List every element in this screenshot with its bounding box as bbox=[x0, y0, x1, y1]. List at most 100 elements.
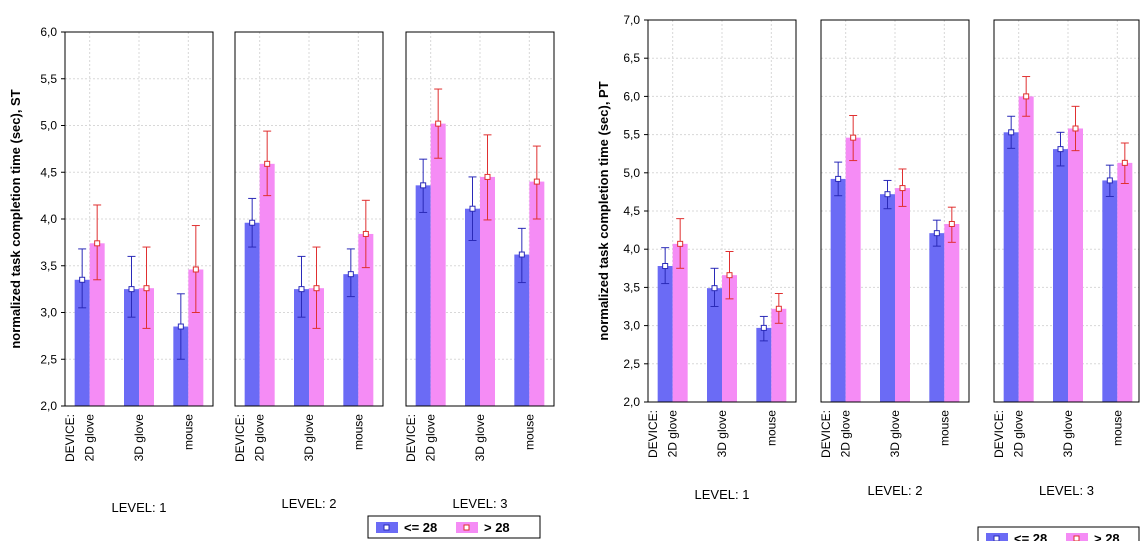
legend-label-gt28: > 28 bbox=[1094, 531, 1120, 541]
y-tick-label: 4,5 bbox=[40, 165, 57, 179]
legend-marker-le28 bbox=[383, 524, 390, 531]
y-tick-label: 6,0 bbox=[623, 89, 640, 103]
bar-le28 bbox=[124, 289, 139, 406]
mean-marker bbox=[518, 251, 525, 258]
device-label: DEVICE: bbox=[63, 414, 77, 462]
bar-gt28 bbox=[188, 269, 204, 406]
y-tick-label: 5,0 bbox=[623, 166, 640, 180]
mean-marker bbox=[677, 240, 684, 247]
bar-le28 bbox=[929, 233, 945, 402]
panel-frame bbox=[405, 31, 555, 407]
mean-marker bbox=[94, 240, 101, 247]
panel-frame bbox=[993, 19, 1140, 403]
bar-gt28 bbox=[259, 163, 275, 406]
legend-marker-gt28 bbox=[1073, 535, 1080, 542]
bar-le28 bbox=[74, 279, 90, 406]
x-tick-label: mouse bbox=[937, 410, 951, 446]
bar-le28 bbox=[465, 208, 480, 406]
mean-marker bbox=[850, 134, 857, 141]
device-label: DEVICE: bbox=[819, 410, 833, 458]
device-label: DEVICE: bbox=[992, 410, 1006, 458]
device-label: DEVICE: bbox=[646, 410, 660, 458]
legend-marker-le28 bbox=[993, 535, 1000, 542]
bar-le28 bbox=[707, 288, 722, 402]
panel-frame bbox=[820, 19, 970, 403]
mean-marker bbox=[933, 230, 940, 237]
bar-gt28 bbox=[1018, 96, 1034, 403]
mean-marker bbox=[362, 230, 369, 237]
mean-marker bbox=[884, 191, 891, 198]
legend-label-gt28: > 28 bbox=[484, 520, 510, 535]
bar-gt28 bbox=[895, 188, 910, 402]
bar-gt28 bbox=[1068, 128, 1083, 402]
bar-gt28 bbox=[89, 243, 105, 406]
x-tick-label: 2D glove bbox=[424, 414, 438, 462]
y-tick-label: 5,5 bbox=[40, 72, 57, 86]
x-tick-label: 2D glove bbox=[1012, 410, 1026, 458]
mean-marker bbox=[533, 178, 540, 185]
bar-le28 bbox=[880, 194, 895, 402]
x-tick-label: 2D glove bbox=[253, 414, 267, 462]
y-tick-label: 7,0 bbox=[623, 13, 640, 27]
mean-marker bbox=[192, 266, 199, 273]
y-tick-label: 2,5 bbox=[40, 352, 57, 366]
x-tick-label: 2D glove bbox=[83, 414, 97, 462]
x-tick-label: 2D glove bbox=[839, 410, 853, 458]
mean-marker bbox=[711, 285, 718, 292]
panel-label: LEVEL: 2 bbox=[282, 496, 337, 511]
mean-marker bbox=[760, 324, 767, 331]
mean-marker bbox=[899, 185, 906, 192]
mean-marker bbox=[1057, 146, 1064, 153]
bar-le28 bbox=[244, 222, 260, 406]
bar-le28 bbox=[294, 289, 309, 406]
x-tick-label: 3D glove bbox=[132, 414, 146, 462]
y-tick-label: 3,0 bbox=[40, 306, 57, 320]
y-tick-label: 4,0 bbox=[623, 242, 640, 256]
mean-marker bbox=[1106, 177, 1113, 184]
mean-marker bbox=[1008, 129, 1015, 136]
mean-marker bbox=[1023, 93, 1030, 100]
bar-gt28 bbox=[771, 308, 787, 402]
mean-marker bbox=[347, 271, 354, 278]
mean-marker bbox=[143, 285, 150, 292]
mean-marker bbox=[948, 220, 955, 227]
bar-gt28 bbox=[139, 288, 154, 406]
mean-marker bbox=[469, 205, 476, 212]
y-tick-label: 3,5 bbox=[40, 259, 57, 273]
x-tick-label: mouse bbox=[522, 414, 536, 450]
legend-box bbox=[367, 515, 541, 539]
mean-marker bbox=[128, 286, 135, 293]
mean-marker bbox=[249, 219, 256, 226]
x-tick-label: mouse bbox=[764, 410, 778, 446]
bar-gt28 bbox=[845, 137, 861, 402]
y-tick-label: 5,0 bbox=[40, 119, 57, 133]
bar-gt28 bbox=[358, 233, 374, 406]
bar-gt28 bbox=[480, 176, 495, 406]
x-tick-label: 3D glove bbox=[715, 410, 729, 458]
bar-le28 bbox=[1102, 180, 1118, 402]
mean-marker bbox=[298, 286, 305, 293]
y-tick-label: 2,0 bbox=[40, 399, 57, 413]
x-tick-label: 3D glove bbox=[1061, 410, 1075, 458]
x-tick-label: 3D glove bbox=[473, 414, 487, 462]
device-label: DEVICE: bbox=[233, 414, 247, 462]
mean-marker bbox=[420, 182, 427, 189]
panel-frame bbox=[647, 19, 797, 403]
mean-marker bbox=[435, 120, 442, 127]
y-tick-label: 6,0 bbox=[40, 25, 57, 39]
panel-label: LEVEL: 2 bbox=[868, 483, 923, 498]
bar-le28 bbox=[514, 254, 530, 406]
bar-le28 bbox=[1053, 149, 1068, 402]
mean-marker bbox=[662, 263, 669, 270]
y-tick-label: 2,0 bbox=[623, 395, 640, 409]
panel-label: LEVEL: 3 bbox=[453, 496, 508, 511]
mean-marker bbox=[313, 285, 320, 292]
x-tick-label: 3D glove bbox=[302, 414, 316, 462]
mean-marker bbox=[1121, 159, 1128, 166]
bar-le28 bbox=[830, 178, 846, 402]
y-tick-label: 3,0 bbox=[623, 319, 640, 333]
bar-gt28 bbox=[1117, 162, 1133, 402]
y-tick-label: 6,5 bbox=[623, 51, 640, 65]
